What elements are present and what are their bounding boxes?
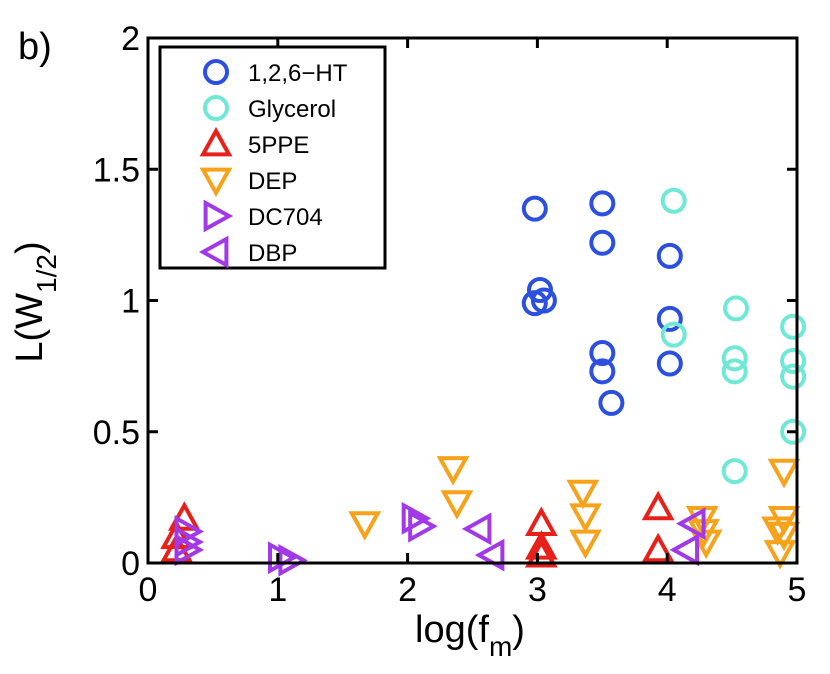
legend-entry: Glycerol <box>203 95 336 123</box>
y-tick-label: 0.5 <box>93 414 140 452</box>
x-tick-label: 1 <box>268 571 287 609</box>
data-point <box>721 458 748 485</box>
data-point <box>401 501 432 535</box>
x-axis-label: log(fm) <box>415 609 525 662</box>
legend-label: 1,2,6−HT <box>248 60 348 87</box>
legend: 1,2,6−HT Glycerol 5PPE DEP DC704 DBP <box>158 45 387 270</box>
x-tick-label: 0 <box>139 571 158 609</box>
data-point <box>589 229 616 256</box>
x-tick-label: 2 <box>398 571 417 609</box>
data-point <box>569 529 602 560</box>
data-point <box>641 532 675 563</box>
legend-entry: DEP <box>199 167 297 198</box>
legend-marker <box>198 235 229 269</box>
data-point <box>780 313 807 340</box>
data-point <box>656 305 683 332</box>
data-point <box>348 511 382 541</box>
series-0 <box>521 190 683 416</box>
legend-marker <box>199 167 233 198</box>
data-point <box>278 543 308 577</box>
data-point <box>598 389 625 416</box>
data-point <box>524 530 558 560</box>
legend-marker <box>203 95 229 121</box>
y-tick-label: 0 <box>121 545 140 583</box>
data-point <box>761 516 794 546</box>
y-tick-labels: 0 0.5 1 1.5 2 <box>93 20 140 583</box>
data-point <box>569 503 602 533</box>
data-point <box>780 363 807 390</box>
data-point <box>641 490 675 521</box>
data-point <box>656 350 683 377</box>
data-point <box>436 456 470 486</box>
data-point <box>767 458 801 489</box>
x-tick-label: 3 <box>528 571 547 609</box>
x-tick-labels: 0 1 2 3 4 5 <box>139 571 807 609</box>
data-point <box>660 187 687 214</box>
data-point <box>721 345 748 372</box>
data-point <box>660 321 687 348</box>
data-point <box>722 295 749 322</box>
x-tick-label: 5 <box>788 571 807 609</box>
legend-label: 5PPE <box>248 132 309 159</box>
data-point <box>669 533 700 567</box>
data-point <box>763 540 797 570</box>
legend-marker <box>199 126 233 157</box>
data-point <box>174 533 205 567</box>
data-point <box>521 195 548 222</box>
data-point <box>589 190 616 217</box>
y-tick-label: 1 <box>121 283 140 321</box>
data-point <box>767 521 801 552</box>
data-point <box>521 290 548 317</box>
axis-ticks <box>146 36 799 565</box>
data-point <box>656 242 683 269</box>
y-tick-label: 1.5 <box>93 151 140 189</box>
x-axis-label-subscript: m <box>489 631 512 662</box>
data-point <box>780 347 807 374</box>
data-point <box>589 358 616 385</box>
data-point <box>780 418 807 445</box>
data-point <box>524 538 558 568</box>
legend-label: DC704 <box>248 204 323 231</box>
legend-entry: 1,2,6−HT <box>203 59 348 87</box>
data-point <box>566 479 600 510</box>
data-point <box>689 529 723 560</box>
legend-label: DBP <box>248 240 297 267</box>
legend-box <box>158 45 387 270</box>
legend-entry: DC704 <box>203 199 323 233</box>
legend-marker <box>203 59 229 85</box>
y-axis-label: L(W1/2) <box>9 241 62 362</box>
data-point <box>721 358 748 385</box>
y-axis-label-subscript: 1/2 <box>31 254 62 293</box>
legend-entry: DBP <box>198 235 297 269</box>
legend-label: Glycerol <box>248 96 336 123</box>
legend-marker <box>203 199 234 233</box>
x-tick-label: 4 <box>658 571 677 609</box>
data-point <box>461 512 492 546</box>
data-point <box>440 490 474 520</box>
legend-entry: 5PPE <box>199 126 309 159</box>
y-tick-label: 2 <box>121 20 140 58</box>
data-point <box>408 509 438 543</box>
data-point <box>589 340 616 366</box>
panel-label: b) <box>18 26 52 68</box>
data-point <box>676 507 706 541</box>
series-1 <box>660 187 807 485</box>
series-4 <box>174 501 438 577</box>
legend-label: DEP <box>248 168 297 195</box>
